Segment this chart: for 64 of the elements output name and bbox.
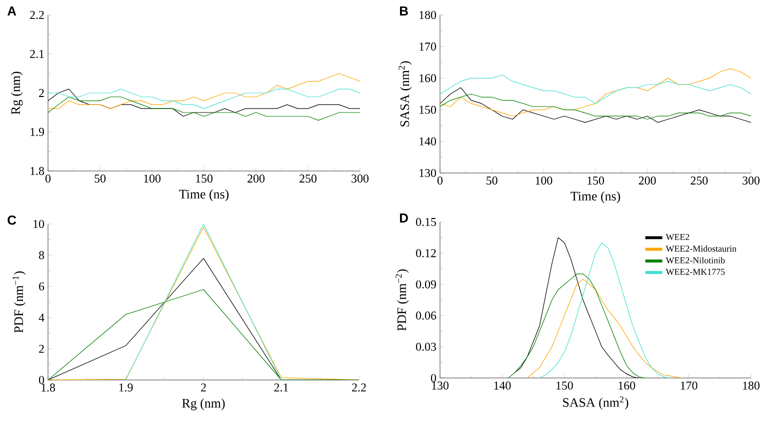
y-tick-label: 0.15 — [416, 218, 436, 226]
y-tick-label: 0.06 — [416, 312, 436, 320]
legend-label: WEE2-Midostaurin — [666, 245, 736, 252]
line-series — [508, 274, 646, 378]
x-tick-label: 200 — [638, 176, 656, 185]
x-tick-label: 100 — [536, 176, 552, 185]
x-tick-label: 200 — [248, 174, 265, 183]
y-tick-label: 6 — [39, 282, 44, 290]
y-tick-label: 160 — [420, 74, 436, 82]
x-axis-title: Rg (nm) — [182, 398, 225, 410]
y-axis-title: PDF (nm$^{−1}$) — [12, 271, 26, 333]
legend-label: WEE2 — [666, 234, 690, 240]
chart-title: B — [400, 6, 408, 16]
y-axis-title: PDF (nm$^{−2}$) — [396, 269, 409, 331]
y-tick-label: 0.09 — [416, 280, 436, 288]
y-tick-label: 170 — [420, 42, 436, 51]
x-tick-label: 0 — [437, 176, 443, 185]
y-tick-label: 2 — [39, 344, 44, 353]
x-tick-label: 300 — [352, 174, 369, 183]
x-axis-title: Time (ns) — [179, 189, 229, 202]
x-tick-label: 180 — [743, 382, 760, 390]
y-tick-label: 0 — [430, 374, 436, 382]
x-tick-label: 150 — [556, 382, 573, 390]
legend-label: WEE2-Nilotinib — [666, 257, 725, 264]
y-tick-label: 180 — [420, 10, 436, 20]
chart-title: D — [400, 214, 408, 222]
y-tick-label: 150 — [420, 106, 436, 114]
y-tick-label: 0 — [38, 376, 44, 384]
x-tick-label: 100 — [144, 174, 161, 183]
y-tick-label: 1.8 — [30, 166, 44, 176]
x-tick-label: 2 — [201, 384, 206, 392]
x-tick-label: 2.2 — [352, 384, 366, 392]
y-tick-label: 130 — [420, 168, 436, 178]
x-tick-label: 250 — [690, 176, 708, 185]
y-axis-title: Rg (nm) — [10, 72, 23, 114]
y-tick-label: 1.9 — [30, 128, 44, 136]
x-tick-label: 170 — [680, 382, 698, 390]
x-tick-label: 0 — [45, 174, 51, 183]
x-tick-label: 50 — [94, 174, 106, 183]
x-tick-label: 130 — [432, 382, 449, 390]
x-tick-label: 250 — [300, 174, 317, 183]
y-tick-label: 0.12 — [416, 249, 436, 258]
y-tick-label: 4 — [38, 314, 44, 322]
y-axis-title: SASA (nm$^{2}$) — [398, 61, 412, 126]
x-tick-label: 300 — [742, 176, 760, 185]
x-axis-title: SASA (nm$^{2}$) — [563, 396, 628, 410]
y-tick-label: 140 — [420, 137, 436, 146]
x-tick-label: 2.1 — [274, 384, 288, 392]
x-tick-label: 140 — [494, 382, 511, 390]
x-axis-title: Time (ns) — [570, 191, 620, 204]
x-tick-label: 160 — [618, 382, 636, 390]
x-tick-label: 150 — [588, 176, 604, 185]
x-tick-label: 150 — [196, 174, 213, 183]
x-tick-label: 50 — [486, 176, 498, 185]
x-tick-label: 1.9 — [119, 384, 133, 392]
y-tick-label: 2 — [39, 89, 44, 97]
y-tick-label: 2.2 — [30, 10, 44, 20]
y-tick-label: 0.03 — [416, 342, 436, 351]
legend-label: WEE2-MK1775 — [666, 268, 725, 275]
y-tick-label: 8 — [38, 251, 44, 260]
y-tick-label: 2.1 — [30, 50, 44, 58]
y-tick-label: 10 — [34, 220, 44, 228]
chart-title: A — [7, 6, 16, 16]
chart-title: C — [8, 216, 16, 225]
